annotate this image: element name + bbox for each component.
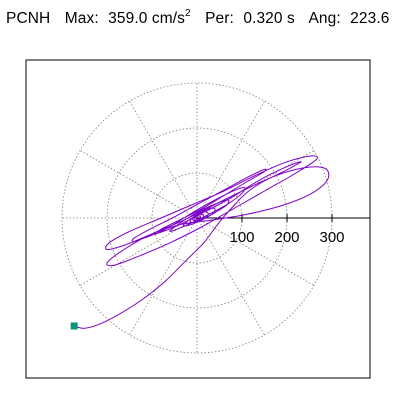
max-value: 359.0 cm/s [108,10,185,27]
radial-tick-label-200: 200 [274,229,299,246]
angle-label: Ang: [308,10,341,27]
marker-group [70,322,78,330]
station-name: PCNH [6,10,51,27]
radial-tick-label-100: 100 [229,229,254,246]
grid-spoke-150 [79,150,198,219]
radial-tick-label-300: 300 [319,229,344,246]
grid-spoke-120 [129,100,198,219]
period-value: 0.320 s [243,10,295,27]
max-label: Max: [64,10,99,27]
max-unit-exponent: 2 [184,8,191,19]
grid-spoke-330 [196,217,315,286]
radial-ticks: 100 200 300 [229,214,345,246]
chart-title: PCNH Max: 359.0 cm/s2 Per: 0.320 s Ang: … [6,8,390,28]
trace-group [73,155,330,329]
grid-spoke-240 [129,217,198,336]
period-label: Per: [205,10,234,27]
angle-value: 223.6 [350,10,390,27]
start-marker [70,322,78,330]
trace-line-1 [73,155,330,329]
